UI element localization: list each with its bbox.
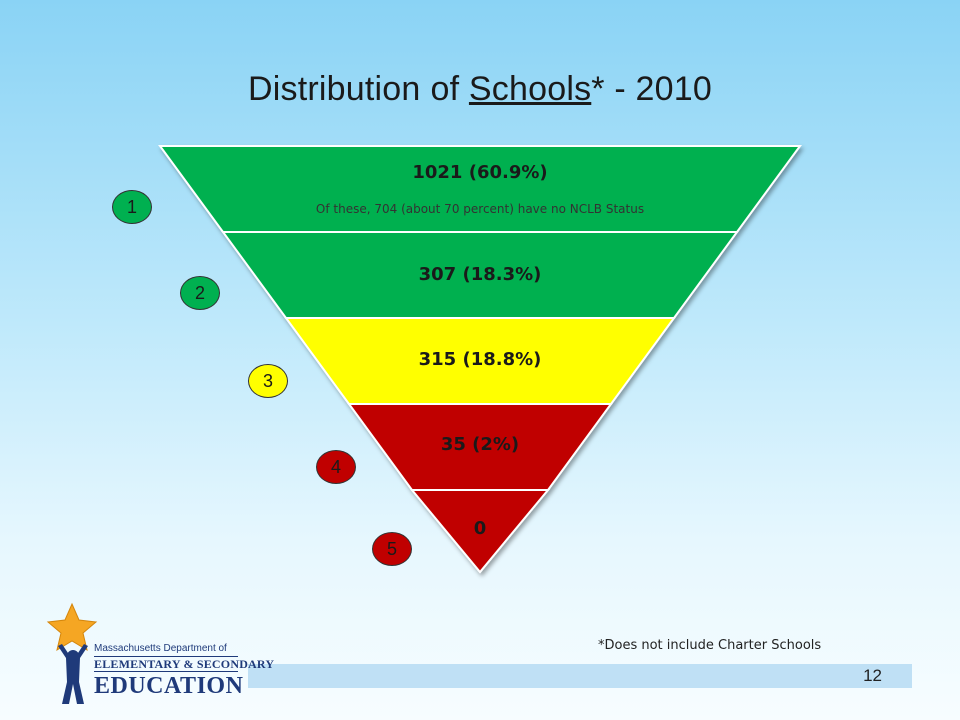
- level-badge-3: 3: [248, 364, 288, 398]
- logo-divider: [94, 656, 238, 657]
- logo-line-2: ELEMENTARY & SECONDARY: [94, 657, 275, 671]
- slide-title: Distribution of Schools* - 2010: [0, 70, 960, 109]
- level-badge-1: 1: [112, 190, 152, 224]
- title-word-of: of: [430, 70, 460, 108]
- level-4-label: 35 (2%): [440, 434, 520, 455]
- level-1-note: Of these, 704 (about 70 percent) have no…: [315, 202, 645, 216]
- footnote: *Does not include Charter Schools: [598, 638, 822, 653]
- footer-bar: 12: [248, 664, 912, 688]
- logo-line-1: Massachusetts Department of: [94, 643, 227, 654]
- level-badge-5: 5: [372, 532, 412, 566]
- logo-divider-2: [94, 671, 238, 672]
- title-suffix: * - 2010: [591, 70, 712, 108]
- level-badge-2: 2: [180, 276, 220, 310]
- level-badge-4: 4: [316, 450, 356, 484]
- star-figure-icon: [46, 602, 98, 704]
- pyramid-level-5: [409, 489, 551, 574]
- level-5-label: 0: [473, 518, 487, 539]
- page-number: 12: [863, 666, 882, 685]
- title-word-distribution: Distribution: [248, 70, 421, 108]
- pyramid-level-1: [158, 145, 802, 233]
- level-3-label: 315 (18.8%): [418, 349, 542, 370]
- level-2-label: 307 (18.3%): [418, 264, 542, 285]
- title-word-schools: Schools: [468, 70, 592, 108]
- mass-doe-logo: [46, 602, 98, 704]
- logo-line-3: EDUCATION: [94, 673, 244, 699]
- level-1-label: 1021 (60.9%): [412, 162, 548, 183]
